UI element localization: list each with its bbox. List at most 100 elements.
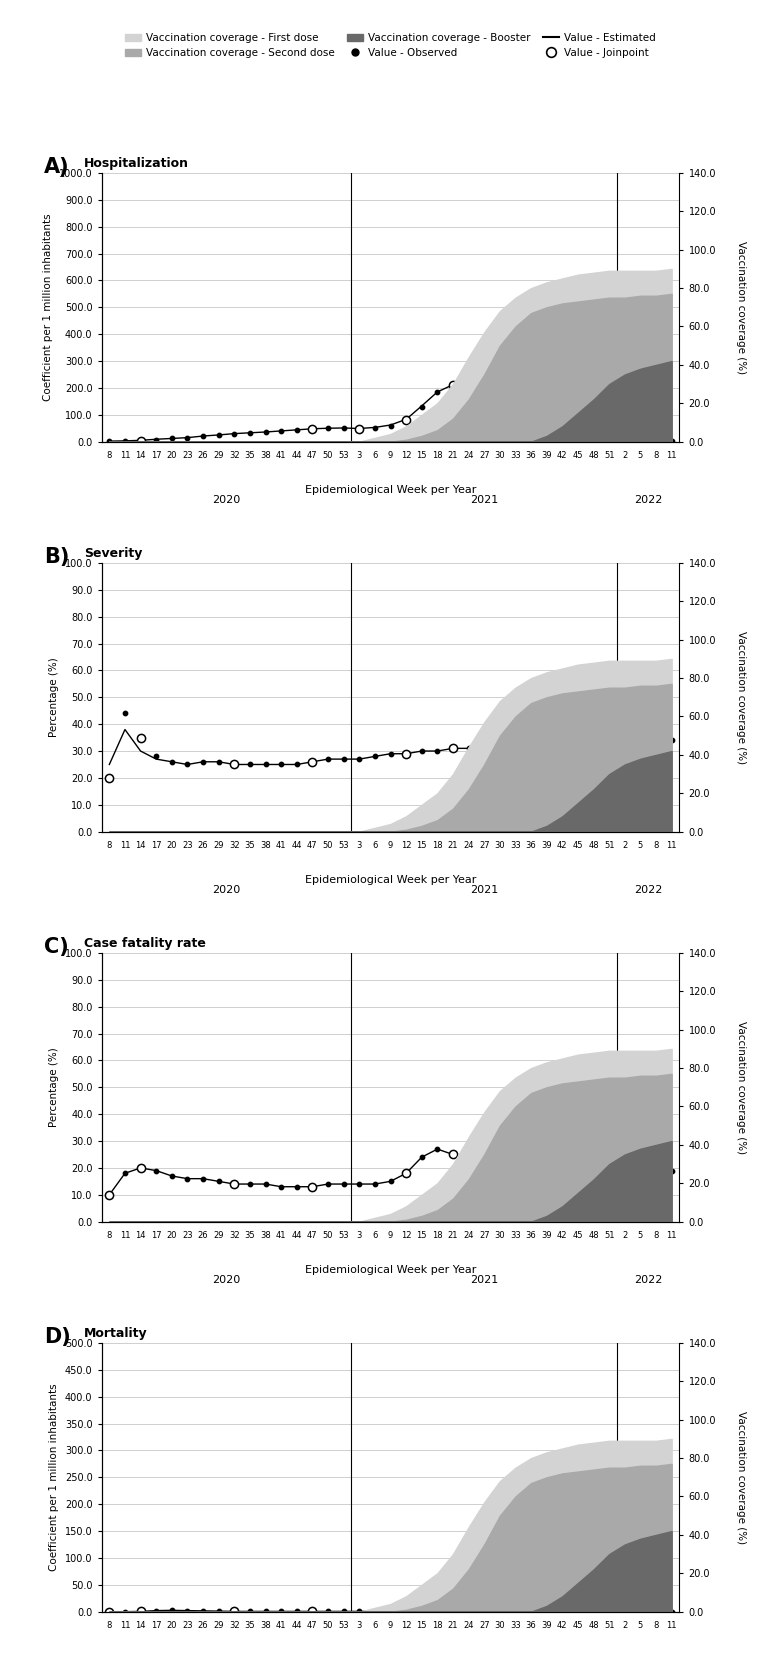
Point [150, 1597, 162, 1623]
Point [665, 428, 678, 455]
Point [634, 418, 647, 445]
Point [650, 1155, 662, 1182]
Point [400, 1160, 412, 1187]
Point [228, 1170, 241, 1197]
Point [587, 428, 600, 455]
Point [619, 737, 631, 764]
Point [415, 393, 428, 420]
Point [306, 749, 319, 775]
Y-axis label: Vaccination coverage (%): Vaccination coverage (%) [736, 631, 746, 764]
Text: 2022: 2022 [634, 886, 662, 896]
Point [322, 1170, 334, 1197]
Point [400, 407, 412, 433]
Point [306, 1598, 319, 1625]
Point [197, 1165, 209, 1192]
Point [353, 415, 366, 441]
Point [494, 1597, 506, 1623]
Point [415, 737, 428, 764]
Point [181, 750, 194, 777]
Point [119, 428, 131, 455]
Y-axis label: Percentage (%): Percentage (%) [49, 1048, 59, 1127]
Point [275, 1598, 287, 1625]
Point [259, 1598, 272, 1625]
Point [291, 1598, 303, 1625]
Point [166, 425, 178, 451]
Point [556, 1598, 569, 1625]
Point [447, 372, 459, 398]
Point [353, 1598, 366, 1625]
Point [540, 426, 553, 453]
Point [369, 415, 381, 441]
Point [619, 426, 631, 453]
Point [572, 1598, 584, 1625]
Point [103, 428, 116, 455]
Point [337, 1170, 350, 1197]
Point [306, 1598, 319, 1625]
Point [322, 746, 334, 772]
Point [275, 750, 287, 777]
Point [415, 1144, 428, 1170]
Point [228, 1598, 241, 1625]
Point [447, 1141, 459, 1167]
Point [494, 736, 506, 762]
Point [634, 732, 647, 759]
Text: 2022: 2022 [634, 496, 662, 506]
Point [650, 1598, 662, 1625]
Point [478, 369, 490, 395]
Point [556, 1162, 569, 1189]
Point [134, 1155, 147, 1182]
Point [603, 428, 615, 455]
Point [353, 1170, 366, 1197]
Point [275, 418, 287, 445]
Point [509, 1169, 522, 1195]
Point [400, 1160, 412, 1187]
Point [634, 1157, 647, 1184]
Point [509, 736, 522, 762]
Point [478, 1160, 490, 1187]
Point [181, 1597, 194, 1623]
Point [525, 425, 537, 451]
Point [291, 417, 303, 443]
Point [509, 415, 522, 441]
Y-axis label: Vaccination coverage (%): Vaccination coverage (%) [736, 1410, 746, 1544]
Point [447, 736, 459, 762]
Y-axis label: Vaccination coverage (%): Vaccination coverage (%) [736, 1020, 746, 1154]
Point [384, 741, 397, 767]
Point [103, 1598, 116, 1625]
Point [166, 749, 178, 775]
Point [306, 749, 319, 775]
X-axis label: Epidemiological Week per Year: Epidemiological Week per Year [305, 874, 476, 884]
Point [462, 1149, 475, 1175]
Point [228, 420, 241, 446]
Point [259, 420, 272, 446]
Point [181, 1165, 194, 1192]
Point [494, 390, 506, 417]
Point [384, 1169, 397, 1195]
Point [369, 1170, 381, 1197]
Point [462, 364, 475, 390]
Point [447, 736, 459, 762]
Point [447, 1589, 459, 1615]
Point [525, 1598, 537, 1625]
Point [103, 1598, 116, 1625]
Point [525, 732, 537, 759]
Point [494, 1165, 506, 1192]
Point [556, 716, 569, 742]
Point [134, 724, 147, 750]
Point [415, 1592, 428, 1618]
Text: Hospitalization: Hospitalization [84, 157, 189, 170]
Point [119, 1160, 131, 1187]
Point [212, 1598, 225, 1625]
Point [462, 1592, 475, 1618]
Point [337, 746, 350, 772]
Point [212, 1169, 225, 1195]
Point [447, 1141, 459, 1167]
Point [587, 1157, 600, 1184]
Point [150, 1157, 162, 1184]
Point [306, 415, 319, 441]
Point [619, 426, 631, 453]
Point [228, 1170, 241, 1197]
Point [337, 415, 350, 441]
Point [572, 706, 584, 732]
Point [119, 701, 131, 727]
